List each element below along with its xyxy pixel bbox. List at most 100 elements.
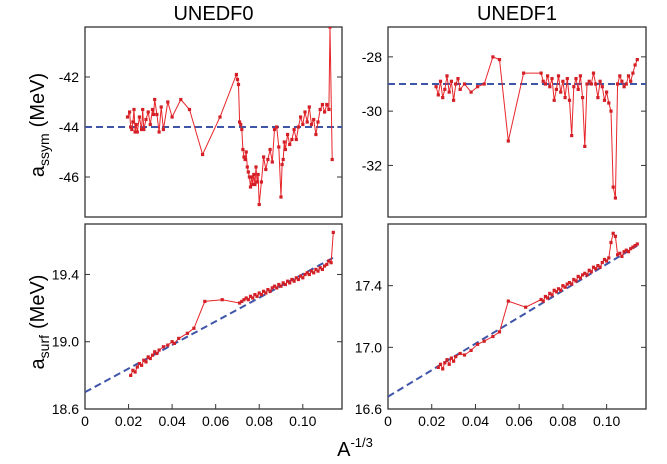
data-point	[244, 150, 248, 154]
data-point	[305, 120, 309, 124]
y-tick-label: -42	[59, 69, 79, 85]
data-point	[462, 82, 467, 86]
data-point	[185, 331, 189, 335]
data-point	[264, 167, 268, 172]
data-point	[220, 298, 224, 302]
data-point	[252, 172, 256, 177]
data-point	[605, 259, 609, 263]
data-point	[157, 348, 161, 352]
data-point	[624, 248, 628, 252]
data-point	[314, 267, 318, 271]
data-point	[329, 261, 333, 265]
data-point	[140, 363, 144, 367]
data-point	[288, 142, 292, 147]
data-point	[294, 276, 298, 280]
data-point	[264, 291, 268, 295]
data-point	[445, 74, 449, 78]
data-point	[155, 112, 159, 117]
data-point	[266, 157, 270, 162]
data-point	[607, 256, 611, 260]
data-point	[320, 102, 324, 107]
data-point	[550, 77, 554, 81]
data-point	[218, 115, 222, 119]
data-point	[622, 85, 626, 89]
data-point	[556, 74, 561, 78]
data-point	[243, 157, 247, 162]
data-point	[253, 293, 257, 297]
data-point	[153, 97, 157, 102]
data-point	[613, 234, 617, 238]
data-point	[561, 284, 565, 288]
data-point	[239, 122, 243, 127]
data-point	[600, 260, 604, 265]
data-point	[157, 130, 161, 134]
data-point	[257, 202, 261, 207]
data-point	[187, 107, 192, 112]
data-point	[594, 267, 598, 271]
data-point	[170, 340, 174, 344]
data-point	[131, 368, 135, 372]
data-point	[436, 93, 440, 97]
data-point	[328, 27, 332, 29]
data-point	[132, 107, 136, 112]
data-point	[177, 336, 181, 340]
data-point	[559, 90, 563, 94]
data-point	[129, 125, 133, 129]
data-point	[277, 145, 281, 149]
data-point	[476, 342, 480, 346]
data-point	[585, 273, 589, 277]
data-point	[144, 117, 148, 122]
data-point	[563, 285, 567, 289]
data-point	[255, 294, 259, 298]
data-point	[613, 196, 617, 200]
data-point	[546, 74, 550, 78]
data-point	[268, 147, 272, 152]
x-axis-label: A-1/3	[337, 435, 373, 461]
y-tick-label: -44	[59, 119, 79, 135]
data-point	[303, 110, 307, 114]
data-point	[296, 277, 300, 282]
y-label-main: a	[27, 165, 49, 177]
data-point	[179, 97, 183, 102]
data-point	[543, 82, 547, 86]
data-point	[140, 127, 144, 132]
data-point	[616, 253, 620, 257]
data-point	[572, 85, 576, 89]
x-tick-label: 0.08	[246, 413, 273, 429]
data-point	[161, 345, 165, 349]
data-point	[282, 140, 286, 144]
data-point	[596, 264, 600, 268]
data-point	[286, 132, 290, 137]
data-point	[246, 170, 250, 174]
data-point	[279, 284, 283, 288]
data-point	[272, 284, 277, 288]
data-point	[277, 282, 281, 287]
data-point	[445, 358, 449, 362]
y-tick-label: -28	[362, 49, 382, 65]
data-point	[201, 152, 205, 157]
data-point	[253, 182, 257, 187]
data-point	[256, 172, 260, 177]
data-point	[447, 362, 451, 366]
data-point	[443, 87, 447, 91]
plot-area	[85, 27, 342, 207]
y-tick-label: -46	[59, 169, 79, 185]
data-point	[441, 367, 445, 371]
data-point	[541, 299, 545, 303]
data-point	[618, 74, 622, 78]
data-point	[576, 274, 580, 278]
data-point	[565, 77, 569, 81]
data-point	[305, 271, 309, 275]
data-point	[280, 162, 284, 167]
data-point	[257, 291, 261, 295]
data-point	[491, 55, 495, 59]
data-point	[631, 71, 635, 75]
x-tick-label: 0.10	[289, 413, 316, 429]
y-tick-label: -30	[362, 103, 382, 119]
data-point	[172, 341, 176, 345]
x-label-sup: -1/3	[350, 435, 372, 450]
y-tick-label: 17.0	[355, 339, 382, 355]
data-point	[543, 294, 547, 299]
data-point	[454, 82, 458, 86]
